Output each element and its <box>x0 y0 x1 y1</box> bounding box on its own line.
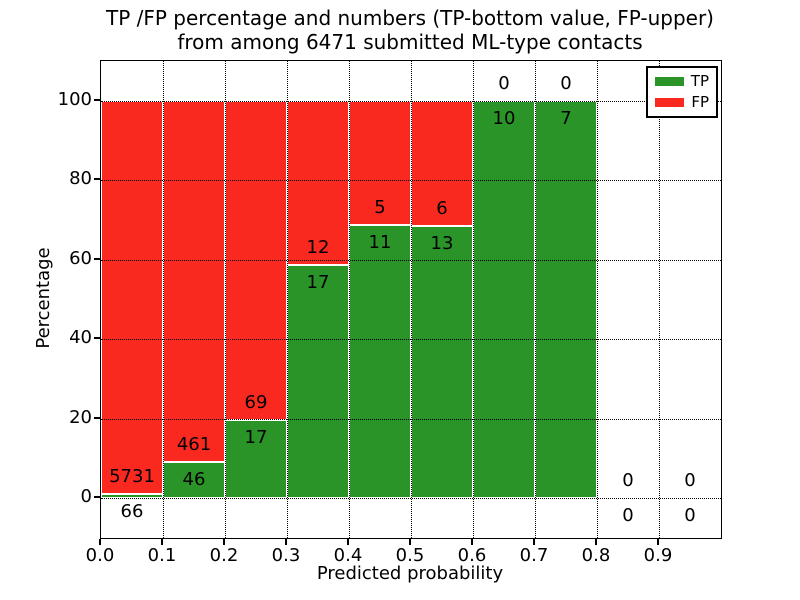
x-tick-label: 0.3 <box>271 545 301 566</box>
fp-count-label: 0 <box>684 470 696 492</box>
x-tick-label: 0.7 <box>519 545 549 566</box>
x-tick-mark <box>223 539 225 545</box>
fp-bar-segment <box>101 100 163 494</box>
x-tick-label: 0.1 <box>147 545 177 566</box>
x-gridline <box>535 61 536 538</box>
tp-count-label: 10 <box>492 107 516 129</box>
tp-bar-segment <box>473 100 535 499</box>
fp-bar-segment <box>163 100 225 463</box>
y-tick-label: 80 <box>69 168 92 190</box>
y-tick-label: 60 <box>69 247 92 269</box>
x-tick-mark <box>409 539 411 545</box>
x-tick-mark <box>657 539 659 545</box>
x-gridline <box>411 61 412 538</box>
legend-item-fp: FP <box>655 94 709 111</box>
x-tick-mark <box>347 539 349 545</box>
chart-title-line1: TP /FP percentage and numbers (TP-bottom… <box>106 6 714 30</box>
x-tick-label: 0.8 <box>581 545 611 566</box>
fp-legend-label: FP <box>691 93 709 111</box>
y-tick-mark <box>94 257 100 260</box>
x-gridline <box>659 61 660 538</box>
tp-count-label: 11 <box>368 231 392 253</box>
y-tick-mark <box>94 496 100 499</box>
tp-count-label: 66 <box>120 500 144 522</box>
fp-count-label: 5 <box>374 196 386 218</box>
tp-count-label: 7 <box>560 107 572 129</box>
plot-area: TP FP 5731 66 461 46 69 17 12 17 5 11 6 13 0 10 0 7 0 0 0 0 <box>100 60 722 539</box>
x-tick-label: 0.9 <box>643 545 673 566</box>
tp-count-label: 17 <box>244 426 268 448</box>
y-tick-label: 0 <box>80 486 92 508</box>
x-tick-label: 0.2 <box>209 545 239 566</box>
x-tick-mark <box>99 539 101 545</box>
tp-bar-segment <box>349 224 411 499</box>
tp-legend-swatch-icon <box>655 77 684 86</box>
fp-count-label: 0 <box>560 72 572 94</box>
x-tick-label: 0.6 <box>457 545 487 566</box>
x-gridline <box>349 61 350 538</box>
fp-count-label: 0 <box>498 72 510 94</box>
x-gridline <box>225 61 226 538</box>
y-tick-label: 100 <box>57 88 92 110</box>
fp-count-label: 6 <box>436 198 448 220</box>
tp-count-label: 13 <box>430 233 454 255</box>
y-tick-mark <box>94 337 100 340</box>
tp-count-label: 46 <box>182 469 206 491</box>
x-axis-label: Predicted probability <box>316 563 504 584</box>
tp-legend-label: TP <box>690 72 709 90</box>
tp-bar-segment <box>287 265 349 499</box>
chart-title: TP /FP percentage and numbers (TP-bottom… <box>20 6 800 54</box>
fp-count-label: 69 <box>244 391 268 413</box>
fp-count-label: 5731 <box>109 465 155 487</box>
y-tick-mark <box>94 178 100 181</box>
fp-bar-segment <box>411 100 473 227</box>
tp-bar-segment <box>535 100 597 499</box>
fp-count-label: 0 <box>622 470 634 492</box>
y-tick-mark <box>94 98 100 101</box>
legend: TP FP <box>646 66 718 118</box>
tp-bar-segment <box>101 493 163 499</box>
x-gridline <box>597 61 598 538</box>
x-gridline <box>163 61 164 538</box>
x-tick-label: 0.4 <box>333 545 363 566</box>
y-tick-label: 20 <box>69 406 92 428</box>
x-tick-mark <box>471 539 473 545</box>
x-tick-label: 0.5 <box>395 545 425 566</box>
y-tick-mark <box>94 416 100 419</box>
x-tick-mark <box>595 539 597 545</box>
fp-count-label: 12 <box>306 237 330 259</box>
tp-count-label: 17 <box>306 272 330 294</box>
x-tick-mark <box>285 539 287 545</box>
tp-bar-segment <box>163 462 225 499</box>
fp-count-label: 461 <box>176 434 212 456</box>
tp-count-label: 0 <box>684 505 696 527</box>
tp-count-label: 0 <box>622 505 634 527</box>
chart-title-line2: from among 6471 submitted ML-type contac… <box>177 30 643 54</box>
x-tick-mark <box>161 539 163 545</box>
tp-bar-segment <box>411 226 473 499</box>
fp-bar-segment <box>287 100 349 266</box>
y-axis-label: Percentage <box>33 247 54 349</box>
legend-item-tp: TP <box>655 73 709 90</box>
x-gridline <box>473 61 474 538</box>
x-tick-label: 0.0 <box>85 545 115 566</box>
x-tick-mark <box>533 539 535 545</box>
y-tick-label: 40 <box>69 327 92 349</box>
x-gridline <box>287 61 288 538</box>
fp-legend-swatch-icon <box>655 98 685 107</box>
